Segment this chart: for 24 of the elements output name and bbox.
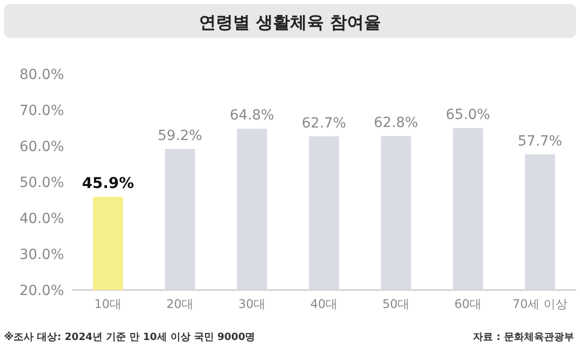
x-tick-label: 10대: [94, 297, 122, 311]
y-tick-label: 60.0%: [20, 139, 64, 155]
x-tick-label: 50대: [382, 297, 410, 311]
y-tick-label: 80.0%: [20, 67, 64, 83]
y-tick-label: 70.0%: [20, 103, 64, 119]
text: ※조사 대상: 2024년 기준 만 10세 이상 국민 9000명: [4, 331, 256, 343]
y-tick-label: 30.0%: [20, 247, 64, 263]
x-tick-label: 20대: [166, 297, 194, 311]
data-label: 62.7%: [302, 115, 346, 132]
x-tick-label: 30대: [238, 297, 266, 311]
data-label: 62.8%: [374, 114, 418, 131]
data-label: 64.8%: [230, 108, 274, 124]
text: 자료 : 문화체육관광부: [473, 332, 574, 343]
y-tick-label: 20.0%: [20, 283, 64, 299]
data-label: 59.2%: [158, 128, 202, 144]
chart-title: 연령별 생활체육 참여율: [199, 13, 381, 33]
x-tick-label: 40대: [310, 297, 338, 311]
data-label: 57.7%: [518, 133, 562, 150]
x-tick-label: 70세 이상: [512, 297, 568, 311]
data-label: 45.9%: [82, 174, 134, 192]
data-label: 65.0%: [446, 107, 490, 123]
y-tick-label: 50.0%: [20, 175, 64, 191]
y-tick-label: 40.0%: [20, 211, 64, 227]
x-tick-label: 60대: [454, 297, 482, 311]
